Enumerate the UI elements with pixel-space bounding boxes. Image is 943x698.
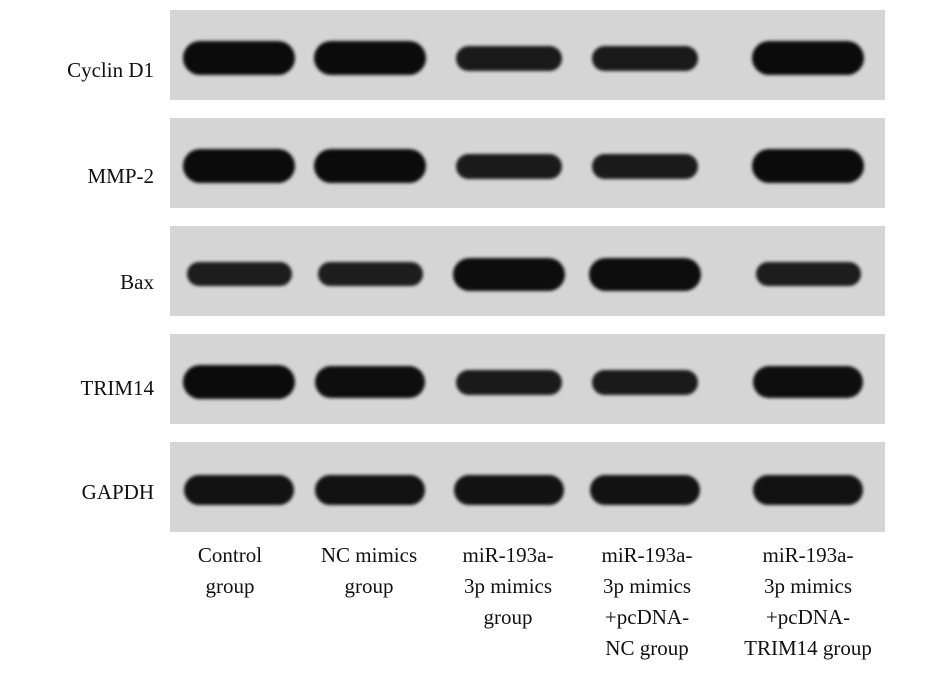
lane-label-nc-mimics: NC mimics group [320,543,418,598]
band-gapdh-lane-4 [590,475,700,505]
band-cyclin-d1-lane-2 [314,41,426,75]
band-mmp-2-lane-5 [752,149,864,183]
band-mmp-2-lane-4 [592,153,698,179]
row-label-gapdh: GAPDH [81,480,154,504]
membrane-strip-mmp-2 [170,118,885,208]
lane-label-mir-193a-3p-mimics: miR-193a- 3p mimics group [462,543,554,629]
band-bax-lane-2 [317,262,423,286]
band-cyclin-d1-lane-4 [592,45,698,71]
band-trim14-lane-1 [183,365,295,399]
membrane-strip-cyclin-d1 [170,10,885,100]
blot-row-bax: Bax [0,226,943,316]
band-mmp-2-lane-3 [456,153,562,179]
band-trim14-lane-4 [592,369,698,395]
lane-label-mimics-pcdna-trim14: miR-193a- 3p mimics +pcDNA- TRIM14 group [744,543,872,660]
membrane-strip-bax [170,226,885,316]
band-cyclin-d1-lane-5 [752,41,864,75]
membrane-strip-gapdh [170,442,885,532]
band-gapdh-lane-5 [753,475,863,505]
band-trim14-lane-2 [314,366,426,398]
blot-row-trim14: TRIM14 [0,334,943,424]
band-bax-lane-4 [589,257,701,291]
row-label-mmp-2: MMP-2 [87,164,154,188]
row-label-cyclin-d1: Cyclin D1 [67,58,154,82]
band-cyclin-d1-lane-1 [183,41,295,75]
band-gapdh-lane-2 [315,475,425,505]
band-mmp-2-lane-1 [183,149,295,183]
blot-row-mmp-2: MMP-2 [0,118,943,208]
band-mmp-2-lane-2 [314,149,426,183]
blot-row-cyclin-d1: Cyclin D1 [0,10,943,100]
lane-label-control: Control group [197,543,263,598]
band-bax-lane-3 [453,257,565,291]
blot-row-gapdh: GAPDH [0,442,943,532]
row-label-trim14: TRIM14 [80,376,155,400]
band-cyclin-d1-lane-3 [456,45,562,71]
lane-label-mimics-pcdna-nc: miR-193a- 3p mimics +pcDNA- NC group [601,543,693,660]
row-label-bax: Bax [120,270,154,294]
band-gapdh-lane-3 [454,475,564,505]
band-trim14-lane-5 [752,366,864,398]
band-bax-lane-5 [755,262,861,286]
band-gapdh-lane-1 [184,475,294,505]
band-bax-lane-1 [186,262,292,286]
band-trim14-lane-3 [456,369,562,395]
membrane-strip-trim14 [170,334,885,424]
